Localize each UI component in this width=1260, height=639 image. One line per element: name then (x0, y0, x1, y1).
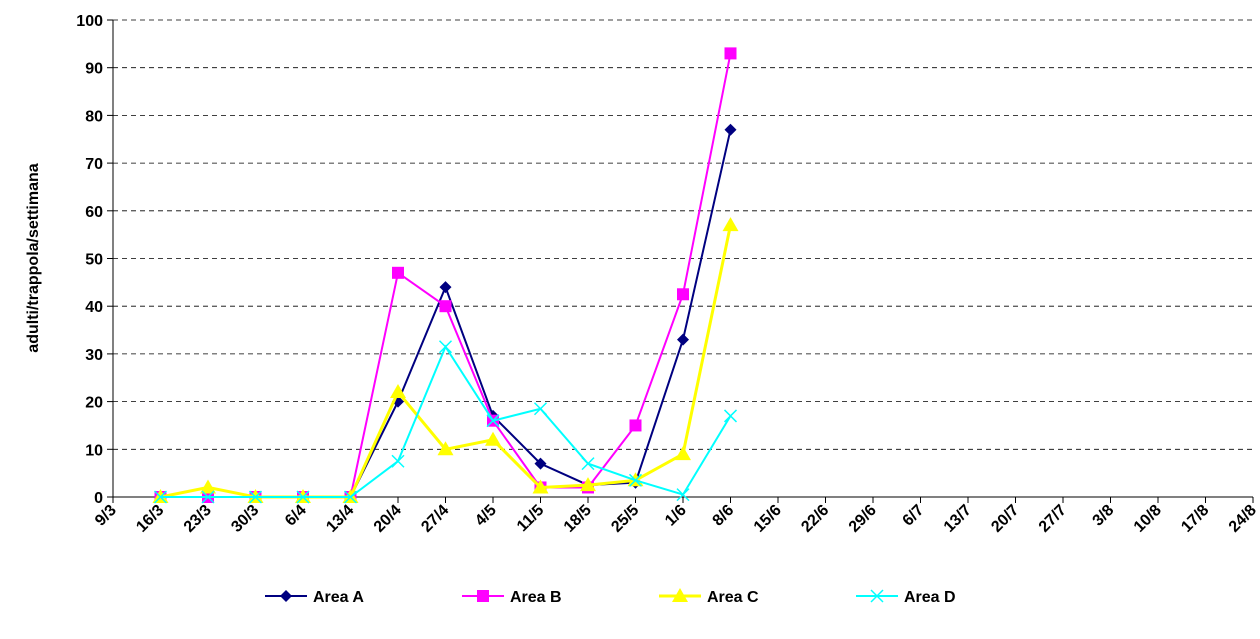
x-tick-label: 17/8 (1178, 502, 1212, 536)
x-tick-label: 13/7 (941, 502, 975, 536)
marker (722, 217, 739, 232)
marker (581, 457, 595, 471)
y-tick-label: 30 (85, 347, 103, 364)
y-tick-label: 90 (85, 61, 103, 78)
marker (533, 402, 548, 416)
y-tick-label: 40 (85, 299, 103, 316)
x-tick-label: 23/3 (181, 502, 215, 536)
marker (201, 490, 215, 504)
x-tick-label: 6/7 (900, 502, 928, 530)
marker (343, 490, 358, 504)
marker (438, 340, 453, 354)
marker (677, 333, 689, 346)
marker (677, 288, 689, 301)
x-tick-label: 4/5 (472, 502, 500, 530)
x-tick-label: 11/5 (514, 502, 547, 535)
marker (392, 266, 404, 279)
y-axis-label: adulti/trappola/settimana (25, 163, 42, 352)
marker (296, 490, 310, 504)
legend-label: Area C (707, 589, 759, 606)
marker (153, 490, 168, 504)
x-tick-label: 18/5 (561, 502, 595, 536)
x-tick-label: 27/7 (1036, 502, 1070, 536)
marker (724, 123, 737, 136)
y-tick-label: 70 (85, 156, 103, 173)
marker (439, 281, 452, 294)
marker (580, 477, 596, 492)
x-tick-label: 22/6 (798, 502, 832, 536)
marker (675, 446, 691, 461)
x-tick-label: 29/6 (846, 502, 880, 536)
x-tick-label: 20/7 (988, 502, 1022, 536)
marker (676, 488, 690, 502)
marker (391, 454, 405, 468)
y-tick-label: 0 (94, 490, 103, 507)
y-tick-label: 10 (85, 442, 103, 459)
marker (723, 409, 738, 423)
marker (628, 473, 643, 487)
x-tick-label: 15/6 (751, 502, 785, 536)
y-tick-label: 20 (85, 395, 103, 412)
y-tick-label: 50 (85, 252, 103, 269)
marker (390, 384, 406, 399)
x-tick-label: 27/4 (418, 502, 452, 536)
x-tick-label: 25/5 (608, 502, 642, 536)
legend-label: Area A (313, 589, 364, 606)
marker (437, 441, 454, 456)
x-tick-label: 16/3 (133, 502, 167, 536)
legend-label: Area B (510, 589, 562, 606)
marker (248, 490, 263, 504)
x-tick-label: 20/4 (371, 502, 405, 536)
x-tick-label: 1/6 (662, 502, 690, 530)
marker (200, 479, 216, 494)
marker (724, 47, 737, 60)
marker (485, 431, 501, 446)
y-tick-label: 60 (85, 204, 103, 221)
series-line (160, 53, 732, 498)
x-tick-label: 24/8 (1226, 502, 1260, 536)
x-tick-label: 6/4 (282, 502, 310, 530)
marker (672, 588, 688, 602)
marker (439, 300, 452, 313)
marker (629, 419, 642, 432)
legend-label: Area D (904, 589, 956, 606)
x-tick-label: 3/8 (1090, 502, 1118, 530)
marker (280, 590, 292, 602)
x-tick-label: 10/8 (1131, 502, 1165, 536)
marker (486, 414, 500, 428)
marker (532, 479, 549, 494)
x-tick-label: 30/3 (228, 502, 262, 536)
marker (870, 589, 884, 603)
y-tick-label: 100 (76, 13, 103, 30)
marker (477, 590, 489, 602)
marker (534, 457, 547, 470)
x-tick-label: 13/4 (323, 502, 357, 536)
x-tick-label: 8/6 (710, 502, 738, 530)
y-tick-label: 80 (85, 108, 103, 125)
